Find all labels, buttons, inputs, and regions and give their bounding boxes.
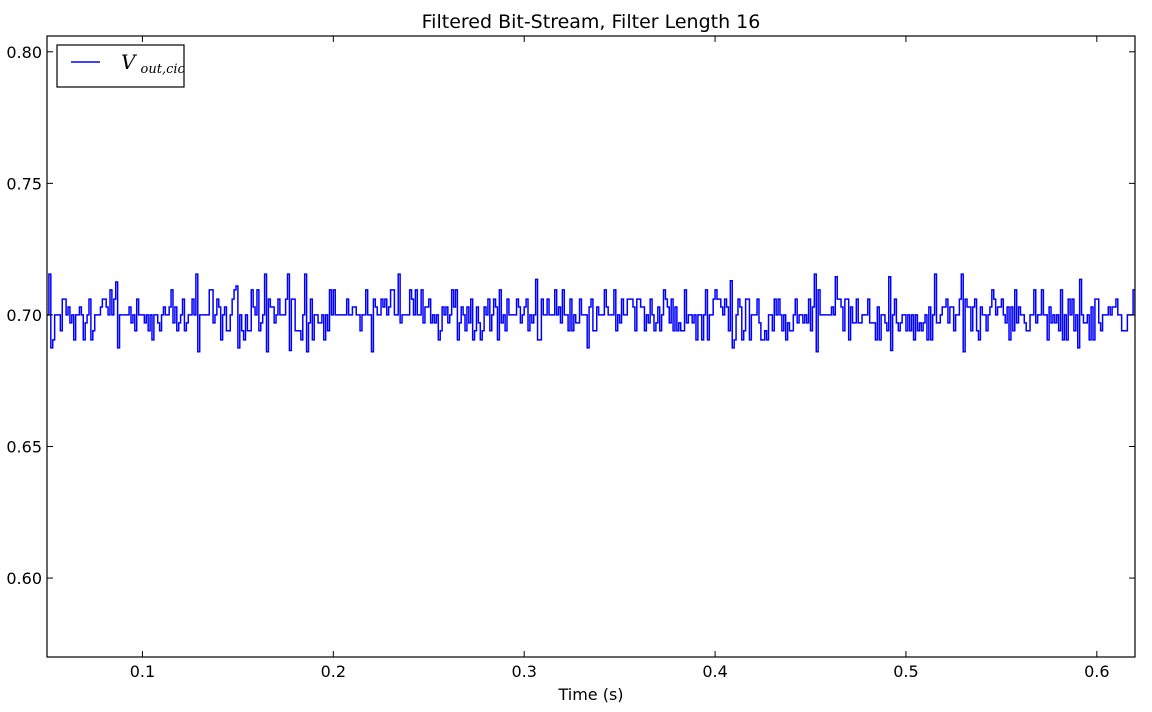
series-line-vout-cic — [47, 273, 1135, 353]
y-tick-label: 0.80 — [6, 43, 42, 62]
legend: V out,cic — [56, 44, 186, 88]
y-tick-label: 0.70 — [6, 306, 42, 325]
legend-label: V out,cic — [121, 50, 186, 77]
plot-frame — [46, 35, 1136, 658]
series-layer — [47, 273, 1135, 353]
chart-title: Filtered Bit-Stream, Filter Length 16 — [422, 11, 761, 33]
x-axis-label: Time (s) — [557, 685, 623, 704]
x-tick-label: 0.1 — [130, 662, 155, 681]
y-tick-label: 0.60 — [6, 569, 42, 588]
legend-label-subscript: out,cic — [141, 62, 186, 77]
ticks-layer: 0.1 0.2 0.3 0.4 0.5 0.6 0.60 0.65 0.70 0.75 0.80 — [6, 36, 1135, 681]
legend-box — [56, 44, 185, 88]
x-tick-label: 0.2 — [321, 662, 346, 681]
x-tick-label: 0.6 — [1084, 662, 1109, 681]
x-tick-label: 0.5 — [893, 662, 918, 681]
x-tick-label: 0.4 — [702, 662, 727, 681]
y-tick-label: 0.75 — [6, 174, 42, 193]
x-tick-label: 0.3 — [511, 662, 536, 681]
y-tick-label: 0.65 — [6, 437, 42, 456]
legend-label-main: V — [121, 50, 138, 74]
